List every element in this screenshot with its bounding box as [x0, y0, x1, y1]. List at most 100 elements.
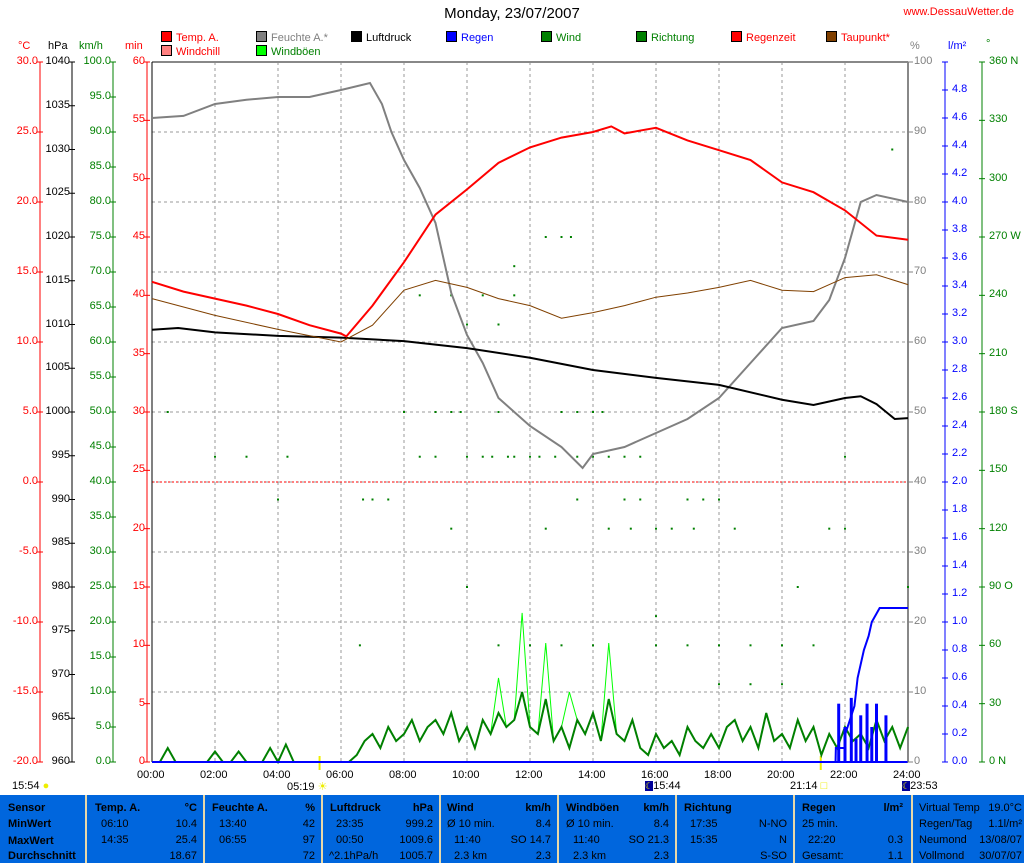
kmh-tick-label: 80.0	[89, 195, 111, 207]
direction-point	[513, 294, 516, 297]
direction-point	[576, 411, 579, 413]
celsius-tick-label: 30.0	[16, 55, 38, 67]
hpa-tick-label: 1000	[45, 405, 70, 417]
temperature-line	[151, 125, 909, 338]
kmh-tick-label: 20.0	[89, 615, 111, 627]
legend-swatch	[351, 31, 362, 42]
pressure-unit: hPa	[412, 802, 433, 814]
percent-tick-label: 50	[914, 405, 927, 417]
min-tick-label: 5	[138, 696, 145, 709]
min-tick-label: 50	[132, 171, 145, 184]
direction-point	[607, 527, 610, 530]
celsius-tick-label: -10.0	[12, 615, 38, 627]
legend-swatch	[446, 31, 457, 42]
rain-tick-label: 0.8	[952, 643, 968, 655]
kmh-tick-label: 95.0	[89, 90, 111, 102]
sunrise-time: 05:19 ☀	[287, 780, 327, 793]
direction-point	[796, 586, 799, 588]
rain-tick-label: 4.2	[952, 167, 968, 179]
axis-unit-hpa: hPa	[48, 40, 68, 52]
virtual-temp: 19.0°C	[988, 802, 1022, 814]
legend-label: Windböen	[271, 46, 321, 58]
gusts-avg: 8.4	[653, 818, 669, 830]
kmh-tick-label: 50.0	[89, 405, 111, 417]
kmh-tick-label: 30.0	[89, 545, 111, 557]
rain-tick-label: 2.4	[952, 419, 968, 431]
hpa-tick-label: 1010	[45, 317, 70, 330]
legend-rain: Regen	[446, 31, 493, 44]
virtual-temp-label: Virtual Temp	[919, 802, 980, 814]
legend-direction: Richtung	[636, 31, 694, 44]
hpa-tick-label: 995	[51, 448, 70, 461]
rain-head: Regen	[802, 802, 836, 814]
kmh-tick-label: 5.0	[95, 720, 111, 732]
hpa-tick-label: 1020	[45, 230, 70, 242]
direction-point	[560, 644, 563, 647]
direction-point	[749, 683, 752, 686]
info-column: Virtual Temp 19.0°C Regen/Tag 1.1l/m² Ne…	[913, 795, 1024, 863]
direction-point	[481, 294, 484, 297]
wind-mean: 2.3	[535, 850, 551, 862]
time-tick-label: 08:00	[389, 769, 417, 781]
direction-point	[418, 455, 421, 458]
rain-tick-label: 3.2	[952, 307, 968, 319]
legend-wind: Wind	[541, 31, 581, 44]
site-link[interactable]: www.DessauWetter.de	[903, 6, 1014, 18]
direction-point	[387, 498, 390, 501]
moon2-time: ☾23:53	[902, 780, 938, 792]
legend-windchill: Windchill	[161, 45, 220, 58]
direction-point	[655, 527, 657, 530]
celsius-tick-label: 5.0	[22, 405, 38, 417]
moonrise-label: 15:44	[653, 780, 681, 792]
dewpoint-line	[151, 274, 909, 343]
chart-canvas	[37, 61, 985, 770]
direction-point	[538, 455, 541, 458]
wind-max-time: 11:40	[454, 834, 481, 846]
direction-point	[844, 527, 846, 530]
axis-unit-celsius: °C	[18, 40, 31, 52]
direction-point	[623, 455, 626, 458]
sensor-column: Sensor MinWert MaxWert Durchschnitt	[0, 795, 87, 863]
legend-raintime: Regenzeit	[731, 31, 796, 44]
legend-label: Regen	[461, 32, 494, 44]
row-label-min: MinWert	[8, 818, 52, 830]
direction-point	[459, 411, 462, 413]
moonrise-time: ☾15:44	[645, 780, 681, 792]
rain-tick-label: 1.2	[952, 587, 968, 599]
direction-point	[592, 411, 594, 413]
moon-icon: ●	[42, 780, 50, 792]
direction-point	[418, 294, 421, 297]
humidity-head: Feuchte A.	[212, 802, 268, 814]
axis-unit-kmh: km/h	[79, 40, 103, 52]
deg-tick-label: 240	[989, 288, 1008, 301]
full-moon: 30/07/07	[979, 850, 1022, 862]
axis-unit-min: min	[125, 40, 143, 52]
rain-tick-label: 2.0	[952, 475, 968, 487]
direction-point	[358, 644, 361, 647]
humidity-unit: %	[305, 802, 315, 814]
hpa-tick-label: 970	[51, 667, 70, 680]
wind-line	[152, 691, 909, 765]
direction-point	[781, 683, 783, 686]
temp-max: 25.4	[175, 834, 197, 846]
deg-tick-label: 90 O	[989, 580, 1013, 592]
direction-point	[554, 455, 557, 458]
direction-point	[718, 683, 720, 686]
pressure-head: Luftdruck	[330, 802, 381, 814]
direction-point	[166, 411, 169, 413]
hpa-tick-label: 985	[51, 536, 70, 549]
min-tick-label: 25	[132, 463, 145, 476]
pressure-min-time: 23:35	[336, 818, 364, 830]
direction-point	[560, 411, 563, 413]
direction-point	[481, 455, 484, 458]
rain-tick-label: 0.2	[952, 727, 968, 739]
direction-point	[692, 527, 695, 530]
direction-point	[576, 498, 579, 501]
hpa-tick-label: 980	[51, 580, 70, 592]
legend-swatch	[731, 31, 742, 42]
temp-min-time: 06:10	[101, 818, 129, 830]
rain-tick-label: 4.4	[952, 139, 968, 151]
temp-min: 10.4	[175, 818, 197, 830]
direction-point	[607, 455, 610, 458]
